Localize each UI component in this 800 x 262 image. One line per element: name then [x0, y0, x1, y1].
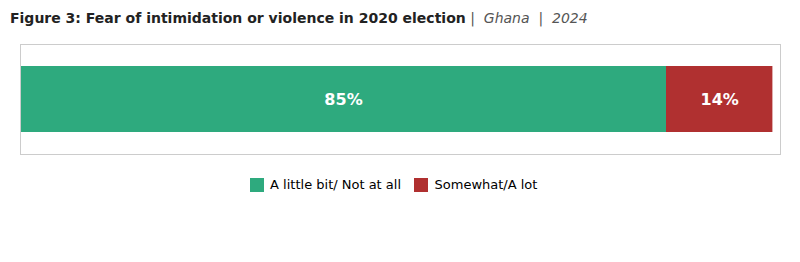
- html-text:Figure 3: Fear of intimidation: Figure 3: Fear of intimidation or violen…: [10, 10, 588, 26]
- html-text:A little bit/ Not at all: A little bit/ Not at all: [270, 177, 401, 192]
- svg-text:14%: 14%: [701, 90, 739, 109]
- svg-text:85%: 85%: [324, 90, 362, 109]
- html-text:Somewhat/A lot: Somewhat/A lot: [434, 177, 538, 192]
